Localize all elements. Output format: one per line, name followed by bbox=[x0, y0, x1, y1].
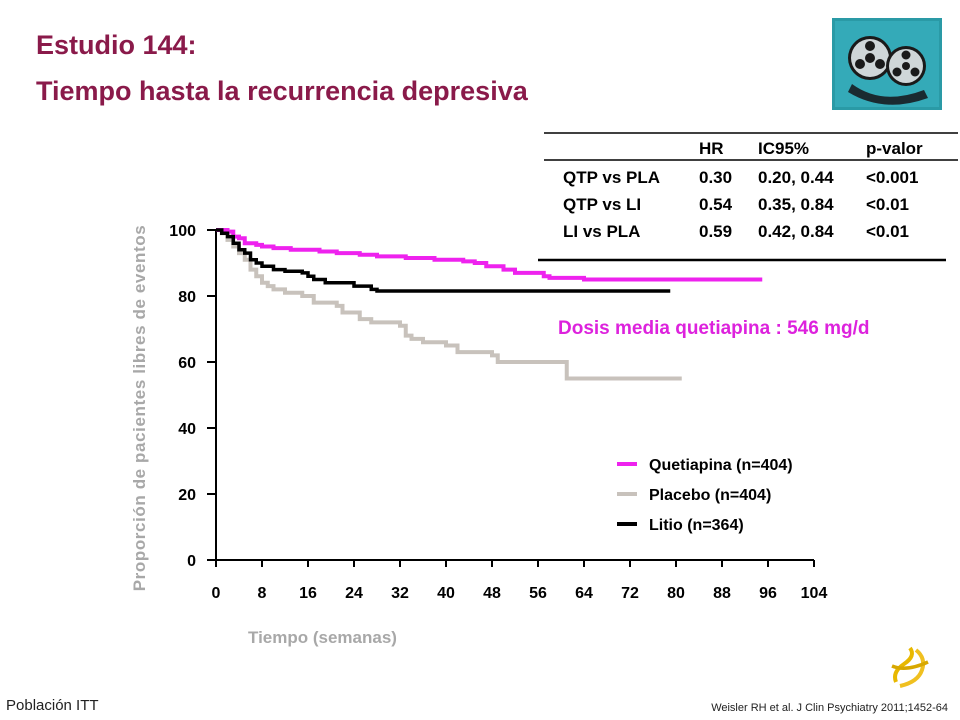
brand-logo-icon bbox=[891, 646, 929, 688]
table-header-cell: p-valor bbox=[866, 139, 923, 158]
y-tick-label: 0 bbox=[187, 553, 196, 570]
population-label: Población ITT bbox=[6, 697, 99, 714]
legend-label: Quetiapina (n=404) bbox=[649, 457, 793, 474]
x-tick-label: 48 bbox=[483, 585, 501, 602]
x-tick-label: 96 bbox=[759, 585, 777, 602]
legend-label: Placebo (n=404) bbox=[649, 487, 771, 504]
x-tick-label: 72 bbox=[621, 585, 639, 602]
dose-annotation: Dosis media quetiapina : 546 mg/d bbox=[558, 318, 869, 339]
x-tick-label: 0 bbox=[212, 585, 221, 602]
y-tick-label: 60 bbox=[178, 355, 196, 372]
x-tick-label: 104 bbox=[801, 585, 828, 602]
table-cell: LI vs PLA bbox=[563, 222, 640, 241]
table-cell: QTP vs LI bbox=[563, 195, 641, 214]
citation: Weisler RH et al. J Clin Psychiatry 2011… bbox=[711, 702, 948, 714]
table-cell: 0.20, 0.44 bbox=[758, 168, 834, 187]
table-cell: <0.001 bbox=[866, 168, 918, 187]
legend-label: Litio (n=364) bbox=[649, 517, 744, 534]
table-cell: 0.54 bbox=[699, 195, 733, 214]
legend: Quetiapina (n=404) Placebo (n=404) Litio (… bbox=[617, 457, 793, 534]
x-tick-label: 80 bbox=[667, 585, 685, 602]
x-tick-label: 16 bbox=[299, 585, 317, 602]
table-cell: QTP vs PLA bbox=[563, 168, 660, 187]
y-tick-label: 20 bbox=[178, 487, 196, 504]
title-line-1: Estudio 144: bbox=[36, 30, 197, 60]
y-tick-label: 80 bbox=[178, 289, 196, 306]
x-tick-label: 56 bbox=[529, 585, 547, 602]
x-tick-label: 40 bbox=[437, 585, 455, 602]
x-tick-label: 24 bbox=[345, 585, 363, 602]
y-tick-label: 100 bbox=[169, 223, 196, 240]
y-axis-label: Proporción de pacientes libres de evento… bbox=[130, 225, 149, 592]
x-tick-label: 88 bbox=[713, 585, 731, 602]
table-header-cell: IC95% bbox=[758, 139, 809, 158]
table-cell: <0.01 bbox=[866, 222, 909, 241]
series-line-1 bbox=[216, 228, 682, 381]
title-line-2: Tiempo hasta la recurrencia depresiva bbox=[36, 76, 528, 106]
series-line-0 bbox=[216, 228, 763, 282]
y-tick-label: 40 bbox=[178, 421, 196, 438]
table-cell: 0.59 bbox=[699, 222, 732, 241]
table-cell: 0.35, 0.84 bbox=[758, 195, 834, 214]
x-axis-label: Tiempo (semanas) bbox=[248, 628, 397, 647]
x-tick-label: 8 bbox=[258, 585, 267, 602]
stats-table: HR IC95% p-valor QTP vs PLA 0.30 0.20, 0.44 <0… bbox=[563, 139, 923, 241]
table-header-cell: HR bbox=[699, 139, 724, 158]
film-reels-icon bbox=[832, 18, 942, 110]
table-cell: <0.01 bbox=[866, 195, 909, 214]
x-tick-label: 32 bbox=[391, 585, 409, 602]
x-tick-label: 64 bbox=[575, 585, 593, 602]
series-line-2 bbox=[216, 228, 671, 293]
table-cell: 0.30 bbox=[699, 168, 732, 187]
table-cell: 0.42, 0.84 bbox=[758, 222, 834, 241]
